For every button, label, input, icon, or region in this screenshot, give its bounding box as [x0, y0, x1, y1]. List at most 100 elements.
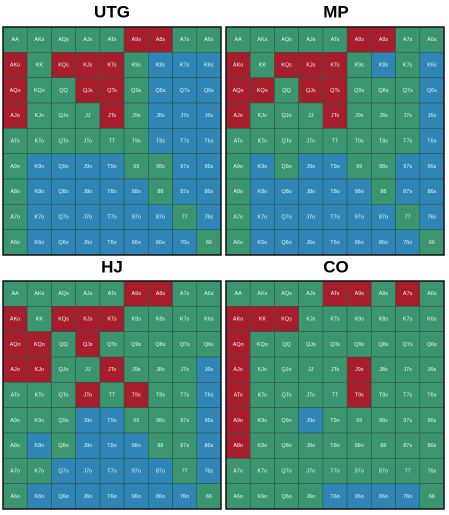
hand-label: JTs — [108, 367, 117, 373]
hand-label: KJs — [83, 62, 92, 68]
hand-label: ATs — [331, 37, 340, 43]
hand-cell — [2, 306, 28, 332]
hand-label: KJo — [35, 113, 44, 119]
hand-cell — [395, 102, 421, 129]
hand-label: QTs — [107, 88, 117, 94]
hand-cell — [172, 382, 198, 408]
hand-cell — [148, 407, 173, 434]
hand-label: KQo — [257, 342, 268, 348]
hand-label: 96o — [132, 494, 141, 500]
hand-label: QJo — [282, 367, 292, 373]
hand-label: AJs — [83, 37, 92, 43]
hand-label: J7s — [403, 367, 412, 373]
hand-label: TT — [109, 138, 116, 144]
hand-label: KJo — [35, 367, 44, 373]
hand-label: A9s — [354, 37, 364, 43]
hand-label: Q6s — [427, 342, 437, 348]
hand-label: Q6o — [58, 494, 68, 500]
hand-cell — [274, 128, 299, 154]
hand-label: AKs — [34, 291, 44, 297]
hand-cell — [2, 77, 28, 104]
hand-label: 76o — [180, 240, 189, 246]
hand-cell — [274, 432, 299, 459]
hand-label: 87s — [180, 189, 189, 195]
hand-label: ATs — [331, 291, 340, 297]
hand-label: A6s — [204, 291, 214, 297]
hand-cell — [298, 407, 324, 434]
hand-cell — [419, 102, 445, 129]
hand-label: 86o — [379, 494, 388, 500]
hand-cell — [172, 52, 198, 78]
hand-label: Q6s — [427, 88, 437, 94]
hand-cell — [172, 331, 198, 358]
hand-label: T6o — [107, 494, 116, 500]
hand-label: KTo — [258, 392, 267, 398]
hand-cell — [225, 280, 251, 307]
hand-label: 87s — [180, 443, 189, 449]
hand-cell — [123, 128, 149, 154]
hand-cell — [51, 306, 76, 332]
hand-cell — [75, 102, 101, 129]
hand-label: T6s — [427, 392, 436, 398]
hand-cell — [274, 483, 299, 510]
hand-label: T8o — [330, 189, 339, 195]
hand-cell — [75, 432, 101, 459]
hand-label: A6o — [233, 494, 243, 500]
hand-cell — [371, 204, 396, 230]
hand-label: AQs — [58, 37, 69, 43]
hand-cell — [298, 153, 324, 180]
hand-label: KTs — [330, 316, 339, 322]
hand-label: J8o — [83, 189, 92, 195]
hand-cell — [249, 178, 275, 205]
hand-label: AA — [234, 291, 242, 297]
hand-label: KK — [259, 62, 267, 68]
hand-cell — [2, 153, 28, 180]
hand-label: 97s — [180, 164, 189, 170]
hand-label: K9s — [354, 62, 364, 68]
hand-cell — [419, 204, 445, 230]
hand-label: 99 — [356, 164, 362, 170]
hand-label: 96s — [427, 418, 436, 424]
hand-label: TT — [332, 392, 339, 398]
hand-label: A6s — [204, 37, 214, 43]
hand-label: 66 — [429, 494, 435, 500]
hand-label: K8s — [379, 316, 389, 322]
hand-cell — [419, 306, 445, 332]
hand-label: 76s — [427, 214, 436, 220]
hand-label: T8s — [379, 138, 388, 144]
hand-cell — [51, 204, 76, 230]
hand-label: T9s — [132, 138, 141, 144]
hand-label: K8o — [257, 443, 267, 449]
hand-label: J6o — [306, 240, 315, 246]
hand-label: A8o — [233, 189, 243, 195]
hand-label: KQs — [58, 62, 69, 68]
hand-label: Q6o — [281, 240, 291, 246]
hand-label: A6o — [10, 494, 20, 500]
hand-label: 86s — [204, 189, 213, 195]
grid-border — [225, 280, 445, 510]
hand-cell — [75, 128, 101, 154]
hand-label: AKo — [10, 62, 20, 68]
hand-label: K6s — [204, 316, 214, 322]
hand-cell — [123, 153, 149, 180]
hand-label: J8s — [379, 367, 388, 373]
hand-label: 99 — [356, 418, 362, 424]
hand-cell — [249, 331, 275, 358]
hand-label: 87o — [156, 214, 165, 220]
hand-cell — [322, 280, 348, 307]
hand-label: 87o — [379, 214, 388, 220]
hand-cell — [99, 77, 125, 104]
hand-label: Q8o — [281, 443, 291, 449]
hand-cell — [26, 483, 52, 510]
hand-label: QQ — [282, 88, 291, 94]
hand-label: 97o — [132, 214, 141, 220]
hand-label: K8s — [156, 316, 166, 322]
hand-label: 98o — [132, 189, 141, 195]
hand-label: J8s — [156, 113, 165, 119]
hand-label: J8o — [83, 443, 92, 449]
hand-label: AQs — [281, 291, 292, 297]
hand-label: K7o — [34, 214, 44, 220]
hand-cell — [298, 483, 324, 510]
hand-cell — [225, 382, 251, 408]
